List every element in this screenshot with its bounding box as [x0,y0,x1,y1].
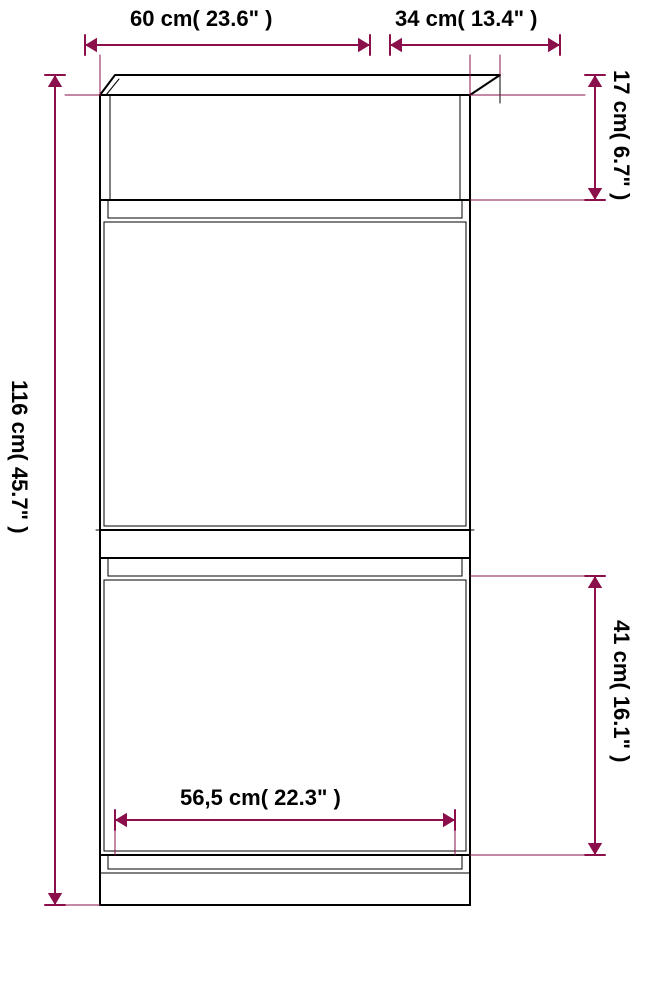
dim-shelf-right: 17 cm( 6.7" ) [608,70,634,200]
dim-height-left: 116 cm( 45.7" ) [6,380,32,534]
drawing-svg [0,0,655,983]
diagram-canvas: 60 cm( 23.6" ) 34 cm( 13.4" ) 116 cm( 45… [0,0,655,983]
dim-drawer-right: 41 cm( 16.1" ) [608,620,634,763]
dim-depth-top: 34 cm( 13.4" ) [395,6,538,32]
dim-inner-width: 56,5 cm( 22.3" ) [180,785,341,811]
dim-width-top: 60 cm( 23.6" ) [130,6,273,32]
